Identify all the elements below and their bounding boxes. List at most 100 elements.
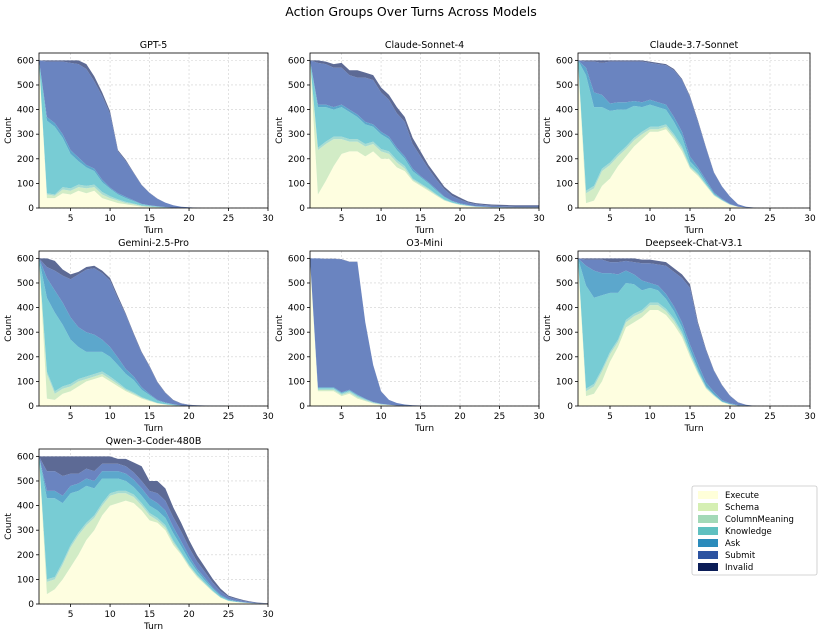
x-tick-label: 20 <box>454 214 466 224</box>
x-tick-label: 30 <box>262 610 274 620</box>
x-tick-label: 25 <box>764 412 775 422</box>
x-tick-label: 15 <box>144 214 155 224</box>
x-tick-label: 30 <box>804 412 816 422</box>
axes-frame <box>309 250 540 407</box>
area-knowledge <box>310 60 539 208</box>
y-tick-label: 300 <box>17 130 34 140</box>
x-tick-label: 5 <box>339 214 345 224</box>
legend-label: ColumnMeaning <box>725 515 794 525</box>
y-tick-label: 500 <box>17 279 34 289</box>
area-submit <box>39 258 268 406</box>
legend-swatch <box>698 563 718 571</box>
legend-item-submit: Submit <box>698 551 756 561</box>
y-tick-label: 400 <box>17 502 34 512</box>
x-axis-label: Turn <box>683 226 703 236</box>
panel-deepseek-chat-v3-1: 5 10 15 20 25 300100200300400500600Deepseek-C… <box>543 238 816 434</box>
panel-gpt-5: 5 10 15 20 25 300100200300400500600GPT-5TurnC… <box>4 40 274 236</box>
axes-frame <box>309 52 540 209</box>
y-tick-label: 200 <box>17 155 34 165</box>
y-tick-label: 400 <box>17 304 34 314</box>
x-tick-label: 5 <box>68 610 74 620</box>
x-tick-label: 25 <box>494 412 505 422</box>
panel-gemini-2-5-pro: 5 10 15 20 25 300100200300400500600Gemini-2.5… <box>4 238 274 434</box>
axes-frame <box>577 250 811 407</box>
area-execute <box>310 60 539 208</box>
legend-label: Knowledge <box>725 527 772 537</box>
y-tick-label: 500 <box>556 279 573 289</box>
y-tick-label: 200 <box>556 353 573 363</box>
x-tick-label: 10 <box>104 214 116 224</box>
x-tick-label: 20 <box>183 610 195 620</box>
area-submit <box>578 258 810 406</box>
x-tick-label: 20 <box>724 214 736 224</box>
y-tick-label: 100 <box>288 377 305 387</box>
x-tick-label: 20 <box>454 412 466 422</box>
y-tick-label: 200 <box>288 155 305 165</box>
area-submit <box>310 258 539 406</box>
x-axis-label: Turn <box>414 424 434 434</box>
x-tick-label: 30 <box>533 214 545 224</box>
legend-swatch <box>698 515 718 523</box>
y-tick-label: 400 <box>288 304 305 314</box>
x-tick-label: 20 <box>724 412 736 422</box>
x-axis-label: Turn <box>143 226 163 236</box>
x-tick-label: 20 <box>183 412 195 422</box>
panel-title: Qwen-3-Coder-480B <box>106 436 202 447</box>
y-tick-label: 0 <box>28 204 34 214</box>
x-tick-label: 15 <box>144 412 155 422</box>
y-tick-label: 500 <box>556 81 573 91</box>
legend-box <box>691 485 818 576</box>
y-tick-label: 400 <box>17 106 34 116</box>
y-tick-label: 300 <box>288 130 305 140</box>
x-axis-label: Turn <box>414 226 434 236</box>
legend-label: Execute <box>725 491 759 501</box>
legend-label: Submit <box>725 551 756 561</box>
legend-swatch <box>698 551 718 559</box>
y-tick-label: 200 <box>556 155 573 165</box>
area-schema <box>310 258 539 406</box>
y-tick-label: 100 <box>17 377 34 387</box>
area-execute <box>578 258 810 406</box>
axes-frame <box>38 52 269 209</box>
x-tick-label: 30 <box>804 214 816 224</box>
y-axis-label: Count <box>275 315 285 342</box>
y-axis-label: Count <box>4 513 14 540</box>
x-tick-label: 15 <box>144 610 155 620</box>
y-tick-label: 300 <box>288 328 305 338</box>
y-axis-label: Count <box>543 117 553 144</box>
y-tick-label: 100 <box>288 179 305 189</box>
area-knowledge <box>578 60 810 208</box>
y-tick-label: 200 <box>17 353 34 363</box>
area-execute <box>39 456 268 604</box>
panel-qwen-3-coder-480b: 5 10 15 20 25 300100200300400500600Qwen-3-Cod… <box>4 436 274 632</box>
x-tick-label: 20 <box>183 214 195 224</box>
legend-label: Ask <box>725 539 740 549</box>
y-tick-label: 500 <box>17 81 34 91</box>
y-tick-label: 100 <box>556 179 573 189</box>
legend-item-ask: Ask <box>698 539 740 549</box>
y-tick-label: 600 <box>17 56 34 66</box>
panel-title: Claude-Sonnet-4 <box>385 40 464 51</box>
x-axis-label: Turn <box>143 622 163 632</box>
x-tick-label: 10 <box>375 412 387 422</box>
area-invalid <box>39 258 268 406</box>
y-axis-label: Count <box>275 117 285 144</box>
x-tick-label: 30 <box>262 412 274 422</box>
legend-item-invalid: Invalid <box>698 563 753 573</box>
x-tick-label: 30 <box>533 412 545 422</box>
area-schema <box>39 60 268 208</box>
y-axis-label: Count <box>4 315 14 342</box>
x-tick-label: 25 <box>494 214 505 224</box>
x-axis-label: Turn <box>143 424 163 434</box>
y-tick-label: 500 <box>288 81 305 91</box>
y-tick-label: 400 <box>556 106 573 116</box>
legend: Execute Schema ColumnMeaning Knowledge Ask Su… <box>691 485 818 576</box>
legend-item-columnmeaning: ColumnMeaning <box>698 515 794 525</box>
x-tick-label: 5 <box>68 214 74 224</box>
axes-frame <box>38 448 269 605</box>
y-tick-label: 600 <box>288 254 305 264</box>
x-tick-label: 25 <box>223 412 234 422</box>
x-tick-label: 30 <box>262 214 274 224</box>
y-tick-label: 500 <box>17 477 34 487</box>
y-tick-label: 600 <box>556 56 573 66</box>
